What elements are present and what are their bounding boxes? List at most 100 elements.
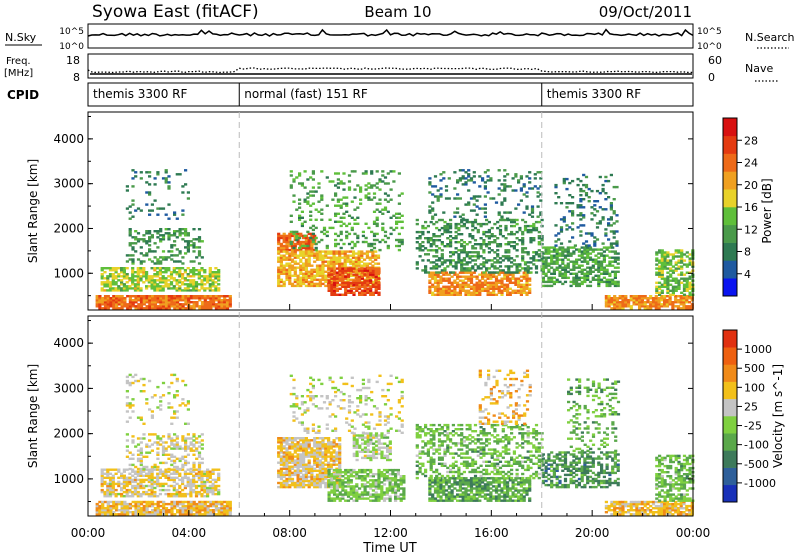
power-cell [345,210,349,213]
power-cell [552,246,556,249]
power-cell [131,185,135,188]
power-cell [472,195,476,198]
power-cell [552,248,556,251]
power-cell [571,222,575,225]
power-cell [378,240,382,244]
velocity-cell [189,490,193,494]
power-cell [506,273,510,276]
power-cell [128,295,132,298]
power-cell [307,282,311,286]
velocity-cell [139,478,143,482]
power-cell [569,280,573,284]
power-cell [209,305,213,308]
power-cell [100,287,104,290]
power-cell [561,248,565,251]
velocity-cell [120,513,124,516]
velocity-cell [184,422,188,425]
power-cell [600,268,604,271]
power-cell [439,281,443,284]
power-cell [485,222,489,226]
power-cell [579,212,583,215]
power-cell [145,297,149,300]
power-cell [186,240,190,243]
power-cell [579,204,583,207]
power-cell [329,256,333,259]
power-cell [298,206,302,209]
velocity-cell [192,490,196,494]
power-cell [479,224,483,228]
power-cell [288,252,292,255]
power-cell [458,279,462,282]
power-cell [368,258,372,261]
power-cell [550,280,554,284]
power-cell [465,263,469,266]
velocity-cell [98,509,102,512]
power-cell [604,179,608,183]
velocity-cell [100,476,104,479]
velocity-cell [147,478,151,482]
power-cell [156,232,160,235]
power-cell [288,262,292,265]
power-cell [478,279,482,282]
power-cell [156,260,160,263]
power-cell [175,273,179,276]
power-cell [547,246,551,249]
power-cell [552,250,556,253]
velocity-cell [225,507,230,510]
power-cell [658,271,662,274]
power-cell [282,250,286,253]
power-cell [136,275,140,278]
velocity-cell [115,507,119,510]
power-cell [424,269,428,272]
power-cell [663,299,667,302]
power-cell [181,307,185,310]
velocity-cell [277,455,281,458]
velocity-cell [217,490,221,494]
power-cell [649,303,653,306]
power-cell [609,244,613,247]
velocity-cell [103,511,108,514]
power-cell [344,289,348,292]
power-cell [187,295,191,298]
power-cell [164,297,169,300]
power-cell [330,291,334,294]
power-cell [375,232,379,236]
power-cell [355,283,359,286]
power-cell [688,277,692,280]
power-cell [299,278,303,281]
power-cell [677,255,681,258]
power-cell [544,284,548,288]
power-cell [612,185,616,189]
power-cell [561,276,565,279]
power-cell [357,252,361,255]
velocity-cell [106,472,110,475]
velocity-cell [203,504,207,508]
power-cell [439,195,443,198]
power-cell [627,303,631,306]
power-cell [458,291,462,294]
power-cell [575,274,579,277]
power-cell [369,285,373,288]
power-cell [167,185,171,188]
power-cell [486,275,490,278]
power-cell [657,299,661,302]
power-cbar-swatch [723,207,737,226]
power-cell [156,285,160,288]
power-cell [669,269,673,272]
power-cell [131,267,135,270]
velocity-cell [169,468,174,471]
power-cell [519,293,523,296]
power-cell [682,259,687,262]
power-cell [292,178,296,181]
power-cell [117,301,121,304]
velocity-cell [173,394,177,397]
power-cell [314,236,318,240]
power-cell [350,200,354,203]
power-cell [682,277,687,280]
power-cell [304,272,308,275]
power-cell [136,269,140,272]
power-cell [523,228,528,232]
power-cell [136,271,140,274]
velocity-cell [223,509,227,512]
power-cell [343,262,347,265]
